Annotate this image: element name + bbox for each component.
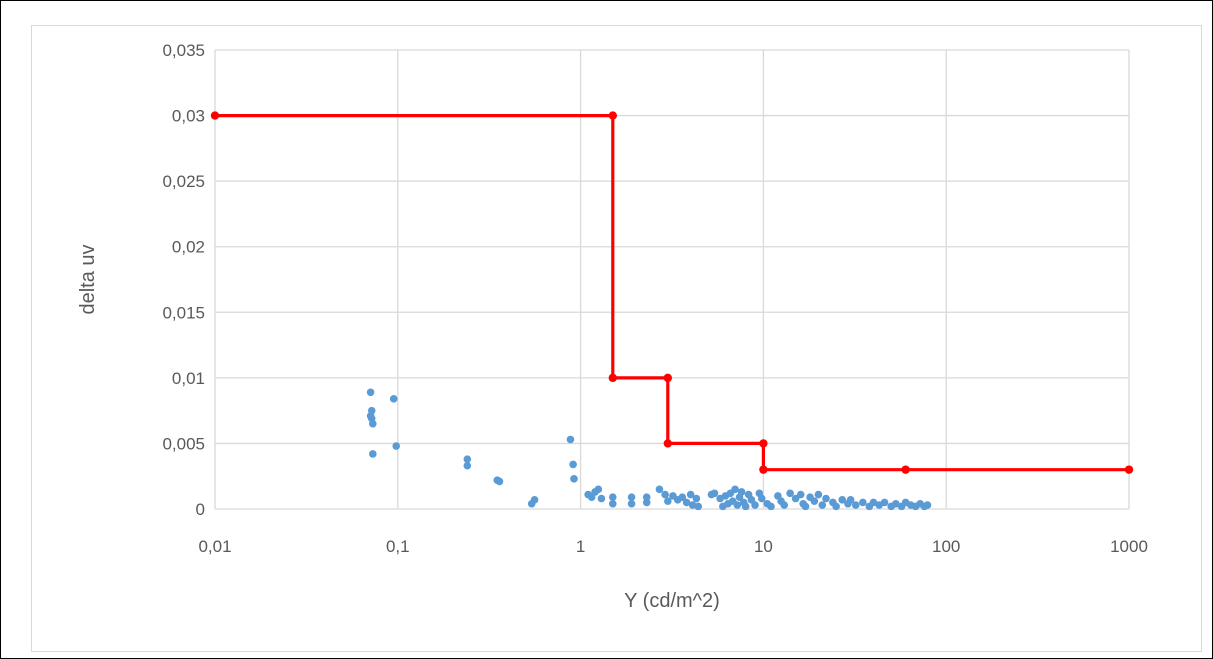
data-point	[627, 493, 636, 501]
data-point	[880, 498, 889, 507]
limit-series	[210, 111, 1134, 474]
data-point	[566, 435, 575, 444]
data-point	[733, 501, 742, 509]
limit-line	[215, 114, 1129, 472]
data-point	[846, 496, 855, 504]
data-point	[869, 498, 878, 507]
limit-marker	[1124, 465, 1134, 474]
data-point	[737, 488, 746, 496]
y-tick-label: 0,01	[172, 369, 205, 388]
data-point	[818, 501, 827, 509]
data-point	[392, 442, 400, 450]
limit-marker	[210, 111, 220, 120]
data-point	[810, 497, 819, 505]
data-point	[366, 388, 375, 397]
y-tick-label: 0,035	[162, 41, 205, 60]
data-point	[791, 494, 800, 503]
data-point	[530, 496, 539, 504]
y-tick-label: 0,005	[162, 434, 205, 453]
data-point	[767, 502, 775, 511]
limit-marker	[759, 439, 768, 448]
data-point	[389, 395, 398, 403]
limit-marker	[663, 373, 673, 383]
data-point	[678, 493, 687, 501]
y-tick-label: 0,02	[172, 238, 205, 257]
tick-labels: 0 0,005 0,01 0,015 0,02 0,025 0,03 0,035 0,01 0,1…	[162, 41, 1147, 556]
data-point	[694, 502, 703, 511]
x-tick-label: 10	[754, 537, 773, 556]
limit-marker	[608, 373, 617, 383]
y-tick-label: 0,025	[162, 172, 205, 191]
limit-marker	[663, 439, 673, 448]
y-tick-label: 0	[196, 500, 205, 519]
y-tick-label: 0,03	[172, 107, 205, 126]
data-point	[594, 485, 603, 494]
data-point	[710, 489, 719, 498]
data-point	[369, 450, 377, 458]
x-tick-label: 100	[932, 537, 960, 556]
data-point	[814, 490, 823, 499]
data-point	[741, 502, 750, 511]
data-point	[731, 485, 739, 494]
data-point	[801, 502, 810, 511]
data-point	[664, 497, 672, 505]
limit-marker	[901, 465, 910, 474]
data-point	[655, 485, 664, 494]
data-point	[642, 498, 651, 507]
x-tick-label: 0,01	[198, 537, 231, 556]
data-point	[686, 490, 695, 499]
x-tick-label: 0,1	[386, 537, 410, 556]
data-point	[463, 455, 472, 463]
data-point	[570, 475, 578, 483]
data-point	[369, 419, 377, 428]
y-axis-title: delta uv	[77, 244, 99, 314]
x-tick-label: 1000	[1110, 537, 1148, 556]
data-point	[627, 499, 636, 508]
data-point	[682, 498, 691, 507]
data-point	[859, 498, 867, 507]
data-point	[891, 499, 900, 508]
chart-area: 0 0,005 0,01 0,015 0,02 0,025 0,03 0,035 0,01 0,1…	[31, 25, 1202, 652]
data-point	[832, 502, 840, 511]
data-point	[692, 494, 701, 503]
data-point	[822, 494, 830, 503]
data-point	[495, 477, 504, 486]
data-point	[608, 493, 617, 501]
data-point	[757, 494, 766, 503]
data-point	[608, 499, 617, 508]
data-point	[661, 490, 669, 499]
x-axis-title: Y (cd/m^2)	[624, 590, 720, 612]
data-point	[786, 489, 794, 498]
measured-series	[366, 388, 932, 511]
data-point	[751, 501, 759, 509]
data-point	[780, 501, 789, 509]
data-point	[851, 501, 860, 509]
data-point	[463, 461, 472, 470]
scatter-chart: 0 0,005 0,01 0,015 0,02 0,025 0,03 0,035 0,01 0,1…	[77, 41, 1148, 612]
data-point	[642, 493, 651, 501]
limit-marker	[608, 111, 617, 120]
limit-marker	[759, 465, 768, 474]
gridlines	[214, 49, 1130, 510]
data-point	[923, 501, 932, 509]
y-tick-label: 0,015	[162, 303, 205, 322]
x-tick-label: 1	[576, 537, 585, 556]
data-point	[796, 490, 805, 499]
data-point	[838, 496, 847, 504]
data-point	[597, 494, 606, 503]
data-point	[569, 460, 577, 469]
